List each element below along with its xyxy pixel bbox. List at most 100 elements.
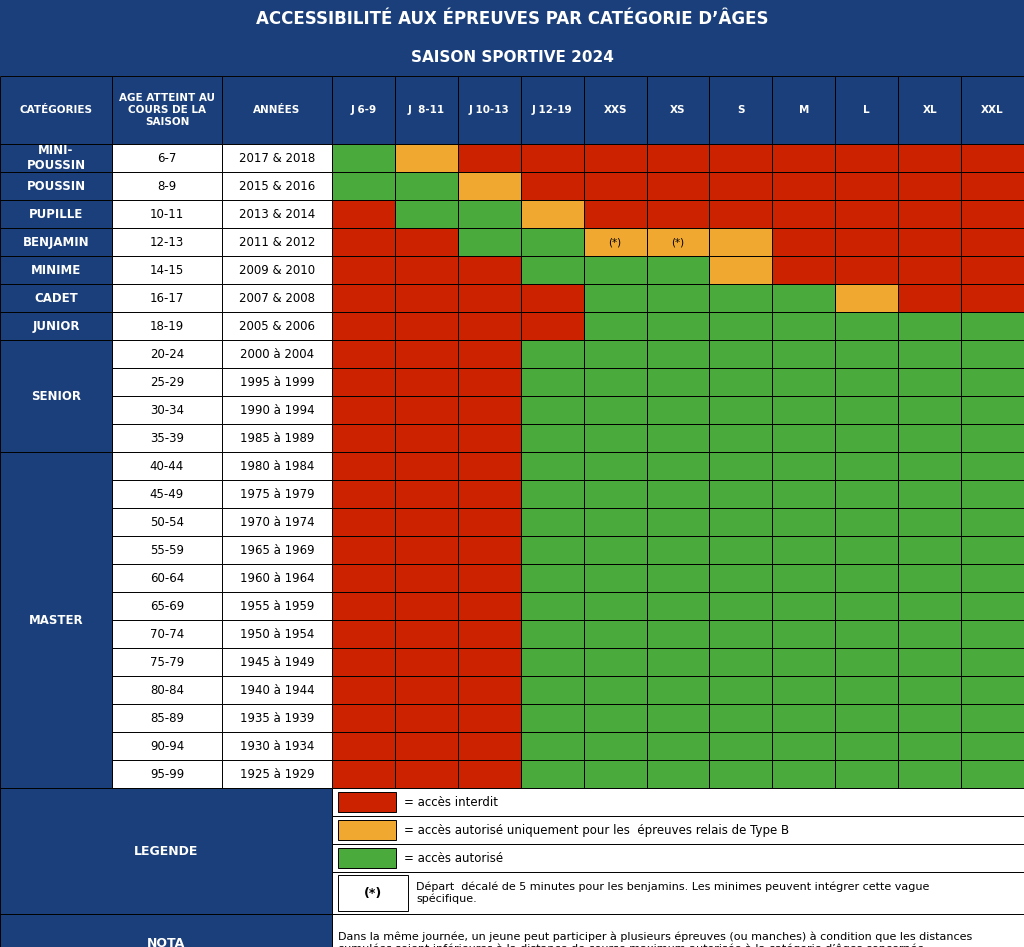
Text: Départ  décalé de 5 minutes pour les benjamins. Les minimes peuvent intégrer cet: Départ décalé de 5 minutes pour les benj… xyxy=(416,882,930,904)
Bar xyxy=(962,564,1024,592)
Bar xyxy=(332,396,395,424)
Bar xyxy=(395,228,458,256)
Text: 55-59: 55-59 xyxy=(150,544,184,557)
Bar xyxy=(395,508,458,536)
Bar xyxy=(836,704,898,732)
Bar xyxy=(898,76,962,144)
Bar xyxy=(338,875,408,911)
Bar xyxy=(646,396,710,424)
Bar xyxy=(521,760,584,788)
Text: (*): (*) xyxy=(672,237,685,247)
Bar xyxy=(332,452,395,480)
Bar xyxy=(112,508,222,536)
Bar xyxy=(112,760,222,788)
Text: 75-79: 75-79 xyxy=(150,655,184,669)
Bar xyxy=(458,228,521,256)
Bar xyxy=(710,312,772,340)
Bar xyxy=(458,284,521,312)
Bar xyxy=(332,564,395,592)
Bar xyxy=(898,676,962,704)
Bar xyxy=(836,424,898,452)
Bar xyxy=(646,144,710,172)
Bar xyxy=(898,704,962,732)
Bar xyxy=(772,424,836,452)
Bar xyxy=(458,396,521,424)
Bar xyxy=(458,620,521,648)
Text: 1950 à 1954: 1950 à 1954 xyxy=(240,628,314,640)
Bar xyxy=(836,76,898,144)
Bar xyxy=(898,256,962,284)
Bar xyxy=(332,200,395,228)
Text: 2009 & 2010: 2009 & 2010 xyxy=(239,263,315,277)
Bar xyxy=(0,256,112,284)
Bar xyxy=(646,76,710,144)
Bar xyxy=(112,228,222,256)
Bar xyxy=(222,284,332,312)
Bar xyxy=(112,144,222,172)
Bar xyxy=(962,536,1024,564)
Bar xyxy=(0,38,1024,76)
Bar xyxy=(332,620,395,648)
Bar xyxy=(332,480,395,508)
Bar xyxy=(395,284,458,312)
Bar xyxy=(458,340,521,368)
Bar xyxy=(222,480,332,508)
Bar xyxy=(710,368,772,396)
Bar xyxy=(112,676,222,704)
Bar xyxy=(836,312,898,340)
Bar xyxy=(584,284,646,312)
Bar xyxy=(836,536,898,564)
Bar xyxy=(458,256,521,284)
Bar xyxy=(332,760,395,788)
Bar xyxy=(962,508,1024,536)
Bar xyxy=(521,340,584,368)
Bar xyxy=(584,452,646,480)
Text: = accès interdit: = accès interdit xyxy=(404,795,498,809)
Text: MINI-
POUSSIN: MINI- POUSSIN xyxy=(27,144,86,172)
Bar xyxy=(710,76,772,144)
Bar xyxy=(0,200,112,228)
Bar xyxy=(112,564,222,592)
Bar xyxy=(772,200,836,228)
Bar xyxy=(0,144,112,172)
Bar xyxy=(772,172,836,200)
Bar xyxy=(222,172,332,200)
Bar xyxy=(395,396,458,424)
Bar xyxy=(584,592,646,620)
Bar xyxy=(521,200,584,228)
Text: 6-7: 6-7 xyxy=(158,152,177,165)
Text: 45-49: 45-49 xyxy=(150,488,184,501)
Bar xyxy=(521,592,584,620)
Bar xyxy=(458,312,521,340)
Bar xyxy=(222,760,332,788)
Text: 14-15: 14-15 xyxy=(150,263,184,277)
Bar xyxy=(898,732,962,760)
Bar xyxy=(222,368,332,396)
Bar xyxy=(898,228,962,256)
Bar xyxy=(332,312,395,340)
Text: CATÉGORIES: CATÉGORIES xyxy=(19,105,92,115)
Bar xyxy=(584,536,646,564)
Bar xyxy=(710,704,772,732)
Bar xyxy=(836,592,898,620)
Bar xyxy=(772,564,836,592)
Bar xyxy=(458,200,521,228)
Bar xyxy=(395,536,458,564)
Bar xyxy=(112,368,222,396)
Text: MINIME: MINIME xyxy=(31,263,81,277)
Bar xyxy=(646,424,710,452)
Bar xyxy=(772,592,836,620)
Bar xyxy=(646,564,710,592)
Bar xyxy=(458,480,521,508)
Bar xyxy=(772,508,836,536)
Bar xyxy=(222,676,332,704)
Bar xyxy=(962,424,1024,452)
Bar xyxy=(584,76,646,144)
Bar xyxy=(332,676,395,704)
Bar xyxy=(836,144,898,172)
Bar xyxy=(332,872,1024,914)
Bar xyxy=(222,144,332,172)
Bar xyxy=(584,256,646,284)
Bar xyxy=(836,228,898,256)
Bar xyxy=(962,76,1024,144)
